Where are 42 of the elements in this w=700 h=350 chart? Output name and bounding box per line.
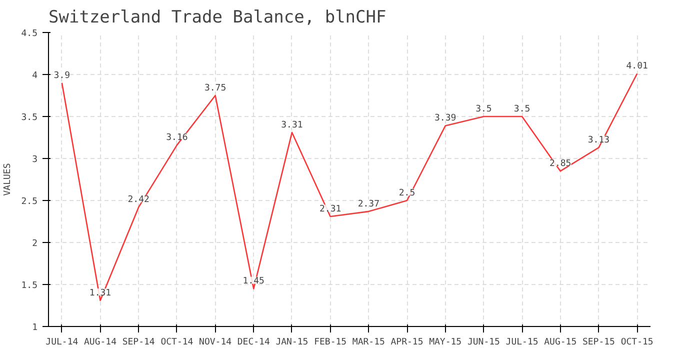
data-label: 2.37 [358, 199, 380, 210]
data-label: 3.39 [434, 114, 456, 124]
y-axis-title: VALUES [3, 163, 14, 196]
data-label: 1.45 [242, 276, 264, 287]
x-tick-label: JAN-15 [276, 338, 308, 348]
data-label: 3.9 [54, 70, 70, 81]
y-tick-label: 2.5 [21, 197, 38, 207]
y-tick-label: 3.5 [21, 113, 38, 123]
x-tick-label: NOV-14 [199, 338, 232, 348]
data-label: 2.31 [319, 204, 342, 214]
data-label: 3.5 [476, 104, 492, 114]
y-tick-label: 2 [32, 239, 38, 249]
y-tick-label: 1.5 [21, 281, 38, 291]
x-tick-label: AUG-14 [84, 338, 117, 348]
y-tick-label: 1 [32, 323, 38, 333]
x-tick-label: DEC-14 [237, 338, 270, 348]
data-label: 3.75 [204, 84, 226, 94]
data-label: 3.16 [166, 133, 188, 144]
data-label: 3.31 [281, 120, 303, 130]
x-tick-label: AUG-15 [544, 338, 577, 348]
data-label: 2.85 [550, 159, 572, 170]
data-label: 1.31 [89, 288, 112, 298]
y-tick-label: 4 [32, 71, 38, 81]
x-tick-label: FEB-15 [314, 338, 347, 348]
x-tick-label: JUN-15 [467, 338, 500, 348]
data-label: 2.5 [398, 188, 416, 198]
x-tick-label: MAR-15 [352, 338, 385, 348]
x-tick-label: SEP-14 [122, 338, 155, 348]
data-label: 4.01 [626, 62, 648, 72]
x-tick-label: APR-15 [390, 338, 424, 348]
x-tick-label: SEP-15 [582, 338, 615, 348]
x-tick-label: JUL-14 [46, 338, 78, 348]
chart-title: Switzerland Trade Balance, blnCHF [48, 8, 386, 28]
x-tick-label: OCT-15 [620, 338, 654, 348]
y-tick-label: 4.5 [21, 29, 38, 39]
data-label: 2.42 [128, 195, 150, 206]
data-label: 3.13 [588, 136, 610, 146]
x-tick-label: JUL-15 [506, 338, 538, 348]
data-label: 3.5 [514, 104, 530, 114]
x-tick-label: MAY-15 [429, 338, 462, 348]
y-tick-label: 3 [32, 155, 38, 165]
x-tick-label: OCT-14 [160, 338, 194, 348]
